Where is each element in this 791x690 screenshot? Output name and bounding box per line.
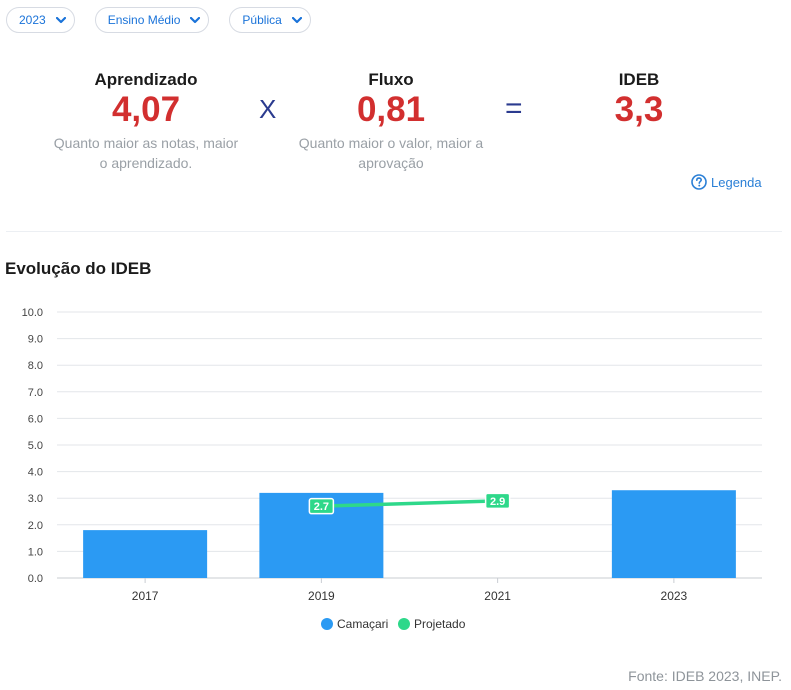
projected-point-2019 (308, 497, 335, 515)
question-circle-icon (691, 174, 707, 190)
metric-aprendizado-desc: Quanto maior as notas, maior o aprendiza… (46, 133, 246, 173)
chevron-down-icon (55, 16, 66, 23)
y-tick-label: 6.0 (28, 413, 43, 425)
metric-fluxo-desc-line2: aprovação (358, 155, 424, 171)
projected-point-2021 (484, 492, 511, 510)
y-tick-label: 1.0 (28, 546, 43, 558)
legend-marker-Projetado (398, 618, 410, 630)
network-select-value: Pública (242, 13, 282, 27)
y-tick-label: 3.0 (28, 493, 43, 505)
y-tick-label: 10.0 (22, 307, 43, 319)
metric-ideb-label: IDEB (618, 70, 660, 89)
legend-link-label: Legenda (711, 174, 762, 190)
metric-aprendizado-label: Aprendizado (94, 70, 198, 89)
y-tick-label: 4.0 (28, 467, 43, 479)
metric-fluxo: Fluxo 0,81 Quanto maior o valor, maior a… (291, 70, 491, 173)
projected-data-label: 2.7 (314, 501, 329, 513)
y-tick-label: 7.0 (28, 387, 43, 399)
y-tick-label: 5.0 (28, 440, 43, 452)
projected-line (319, 499, 500, 508)
chevron-down-icon (190, 16, 201, 23)
year-select[interactable]: 2023 (6, 7, 75, 33)
legend-label: Camaçari (337, 617, 388, 631)
legend-marker-Camaçari (321, 618, 333, 630)
x-tick-label: 2019 (308, 589, 335, 603)
bar-2023 (611, 490, 736, 578)
x-tick-label: 2023 (661, 589, 688, 603)
legend-label: Projetado (414, 617, 466, 631)
metric-ideb-value: 3,3 (614, 90, 664, 129)
legend-link[interactable]: Legenda (691, 174, 762, 190)
metric-aprendizado-desc-line1: Quanto maior as notas, maior (53, 135, 239, 151)
equals-operator: = (505, 92, 523, 125)
metric-fluxo-label: Fluxo (368, 70, 414, 89)
metric-aprendizado-value: 4,07 (111, 90, 181, 129)
projected-data-label: 2.9 (490, 496, 505, 508)
filter-bar: 2023 Ensino Médio Pública (6, 7, 311, 33)
y-tick-label: 8.0 (28, 360, 43, 372)
metric-ideb: IDEB 3,3 (579, 70, 699, 129)
y-tick-label: 9.0 (28, 334, 43, 346)
chart-section-title: Evolução do IDEB (5, 259, 152, 278)
source-note: Fonte: IDEB 2023, INEP. (628, 668, 782, 684)
ideb-evolution-chart: 0.0 1.0 2.0 3.0 4.0 5.0 6.0 7.0 8.0 9.0 10.0 2017 20… (22, 307, 762, 631)
bar-2017 (83, 530, 208, 578)
multiply-operator: X (259, 94, 277, 124)
y-tick-label: 0.0 (28, 573, 43, 585)
year-select-value: 2023 (19, 13, 46, 27)
metric-fluxo-value: 0,81 (356, 90, 426, 129)
metric-fluxo-desc-line1: Quanto maior o valor, maior a (298, 135, 484, 151)
chevron-down-icon (291, 16, 302, 23)
metric-aprendizado-desc-line2: o aprendizado. (99, 155, 193, 171)
x-tick-label: 2021 (484, 589, 511, 603)
x-tick-label: 2017 (132, 589, 159, 603)
section-divider (6, 231, 782, 232)
level-select-value: Ensino Médio (107, 13, 181, 27)
network-select[interactable]: Pública (229, 7, 311, 33)
metric-aprendizado: Aprendizado 4,07 Quanto maior as notas, … (46, 70, 246, 173)
level-select[interactable]: Ensino Médio (94, 7, 210, 33)
metric-fluxo-desc: Quanto maior o valor, maior a aprovação (291, 133, 491, 173)
y-tick-label: 2.0 (28, 520, 43, 532)
